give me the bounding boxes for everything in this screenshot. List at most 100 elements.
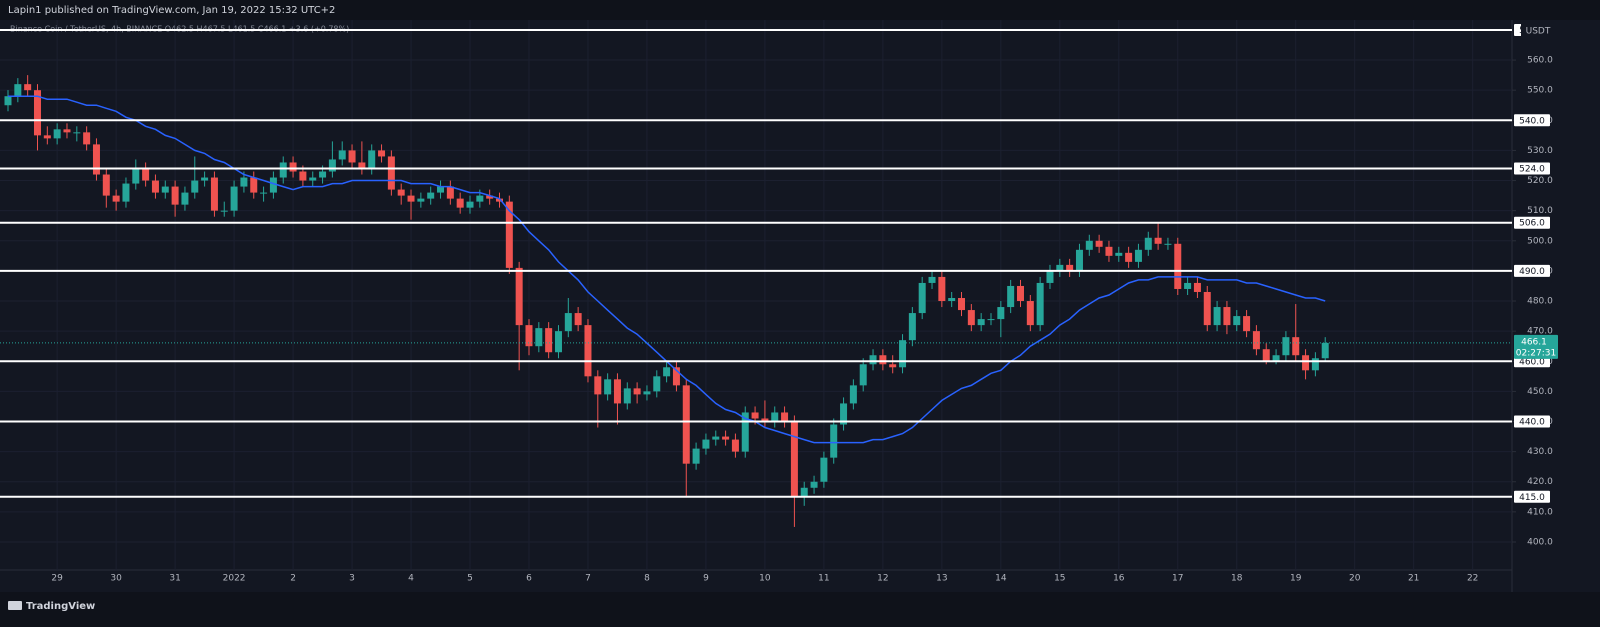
candle-body xyxy=(476,195,484,202)
x-tick-label: 6 xyxy=(526,574,532,584)
candle-body xyxy=(1144,237,1152,250)
candle-body xyxy=(987,319,995,321)
x-tick-label: 8 xyxy=(644,574,650,584)
x-tick-label: 30 xyxy=(110,574,122,584)
candle-body xyxy=(859,364,867,386)
candle-body xyxy=(33,90,41,136)
candle-body xyxy=(92,144,100,175)
candle-body xyxy=(269,177,277,193)
candle-body xyxy=(407,195,415,202)
candle-body xyxy=(43,135,51,139)
candle-body xyxy=(692,448,700,464)
x-tick-label: 10 xyxy=(759,574,771,584)
candle-body xyxy=(368,150,376,169)
y-tick-label: 530.0 xyxy=(1527,146,1553,156)
candle-body xyxy=(348,150,356,163)
candle-body xyxy=(1213,307,1221,326)
candle-body xyxy=(250,177,258,193)
candle-body xyxy=(604,379,612,395)
candle-body xyxy=(928,276,936,283)
level-badge xyxy=(1514,415,1550,428)
candle-body xyxy=(1252,331,1260,350)
candle-body xyxy=(210,177,218,211)
candle-body xyxy=(1066,264,1074,271)
candle-body xyxy=(938,276,946,302)
candle-body xyxy=(1046,270,1054,283)
candle-body xyxy=(594,376,602,395)
level-badge xyxy=(1514,490,1550,503)
header-bar xyxy=(0,0,1600,20)
x-tick-label: 15 xyxy=(1054,574,1065,584)
candle-body xyxy=(427,192,435,199)
x-tick-label: 31 xyxy=(169,574,180,584)
candle-body xyxy=(486,195,494,199)
candle-body xyxy=(1095,240,1103,247)
logo: TradingView xyxy=(26,601,95,612)
candle-body xyxy=(712,436,720,440)
candle-body xyxy=(545,328,553,353)
candle-body xyxy=(112,195,120,202)
candle-body xyxy=(456,198,464,208)
candle-body xyxy=(790,421,798,497)
candle-body xyxy=(309,177,317,181)
candle-body xyxy=(319,171,327,178)
candle-body xyxy=(574,313,582,326)
level-label: 415.0 xyxy=(1519,493,1545,503)
x-tick-label: 2022 xyxy=(223,574,246,584)
candle-body xyxy=(1036,282,1044,326)
candle-body xyxy=(378,150,386,157)
candle-body xyxy=(338,150,346,160)
level-badge xyxy=(1514,216,1550,229)
x-tick-label: 29 xyxy=(51,574,63,584)
x-tick-label: 12 xyxy=(877,574,888,584)
candle-body xyxy=(505,201,513,268)
candle-body xyxy=(83,132,91,145)
candle-body xyxy=(1154,237,1162,244)
candle-body xyxy=(496,198,503,202)
y-tick-label: 510.0 xyxy=(1527,206,1553,216)
y-tick-label: 450.0 xyxy=(1527,387,1553,397)
candle-body xyxy=(1321,342,1329,359)
last-price-badge xyxy=(1514,334,1558,359)
candle-body xyxy=(623,388,631,404)
y-tick-label: 520.0 xyxy=(1527,176,1553,186)
x-tick-label: 14 xyxy=(995,574,1007,584)
y-tick-label: 480.0 xyxy=(1527,297,1553,307)
candle-body xyxy=(830,424,838,458)
candle-body xyxy=(1262,349,1270,362)
candle-body xyxy=(1007,285,1015,308)
y-tick-label: 430.0 xyxy=(1527,447,1553,457)
candle-body xyxy=(899,340,907,368)
candle-body xyxy=(1184,282,1192,289)
candle-body xyxy=(102,174,110,196)
candle-body xyxy=(437,186,445,193)
candle-body xyxy=(1174,243,1182,289)
candle-body xyxy=(1302,355,1310,371)
candle-body xyxy=(240,177,248,187)
candle-body xyxy=(53,129,61,139)
y-tick-label: 550.0 xyxy=(1527,86,1553,96)
candle-body xyxy=(417,198,425,202)
x-tick-label: 19 xyxy=(1290,574,1302,584)
x-tick-label: 16 xyxy=(1113,574,1125,584)
candle-body xyxy=(1272,355,1280,362)
candle-body xyxy=(702,439,710,449)
candle-body xyxy=(1164,243,1172,245)
candle-body xyxy=(584,325,592,377)
candle-body xyxy=(220,210,228,212)
x-tick-label: 3 xyxy=(349,574,355,584)
x-tick-label: 20 xyxy=(1349,574,1361,584)
plot xyxy=(0,28,1512,527)
candle-body xyxy=(1085,240,1093,250)
candle-body xyxy=(663,367,671,377)
y-tick-label: 560.0 xyxy=(1527,56,1553,66)
candle-body xyxy=(279,162,287,178)
candle-body xyxy=(800,487,808,497)
candle-body xyxy=(653,376,661,392)
candle-body xyxy=(14,84,22,97)
candle-body xyxy=(1282,337,1290,356)
x-tick-label: 11 xyxy=(818,574,829,584)
